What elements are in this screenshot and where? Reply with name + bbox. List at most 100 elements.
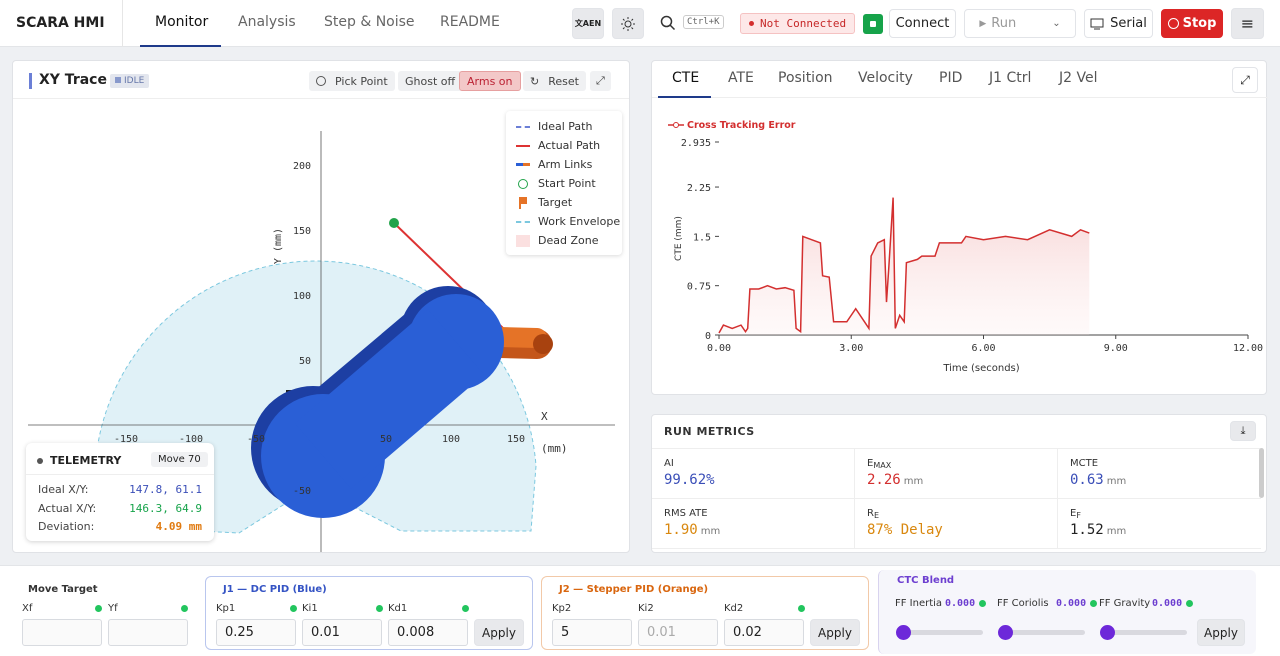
- theme-button[interactable]: [612, 8, 644, 39]
- slider-thumb[interactable]: [998, 625, 1013, 640]
- y-tick-label: 0: [705, 331, 711, 342]
- y-tick-label: 1.5: [693, 232, 711, 243]
- metric-label-text: RMS ATE: [664, 508, 708, 519]
- x-tick-label: 12.00: [1233, 343, 1263, 354]
- chart-tabs: CTE ATE Position Velocity PID J1 Ctrl J2 Vel: [652, 61, 1268, 98]
- scrollbar: [1259, 448, 1264, 498]
- x-tick-label: 3.00: [839, 343, 863, 354]
- run-button[interactable]: ▶ Run ⌄: [964, 9, 1076, 38]
- x-tick-label: 150: [507, 434, 525, 445]
- tab-underline: [140, 45, 221, 47]
- download-button[interactable]: ⤓: [1230, 421, 1256, 441]
- slider-thumb[interactable]: [896, 625, 911, 640]
- panel-title: XY Trace: [39, 72, 107, 88]
- telemetry-value: 146.3, 64.9: [129, 502, 202, 515]
- x-tick-label: -50: [247, 434, 265, 445]
- legend-item: Dead Zone: [516, 234, 598, 247]
- tab-underline: [658, 96, 711, 98]
- metric-label: AI: [664, 458, 674, 469]
- field-value: 0.000: [945, 598, 976, 609]
- field-value: 0.000: [1152, 598, 1183, 609]
- chart-tab[interactable]: Velocity: [858, 70, 913, 86]
- status-dot: [1186, 600, 1193, 607]
- connect-button[interactable]: Connect: [889, 9, 956, 38]
- y-tick-label: 2.25: [687, 183, 711, 194]
- header: SCARA HMI Monitor Analysis Step & Noise …: [0, 0, 1280, 47]
- x-tick-label: 0.00: [707, 343, 731, 354]
- metric-number: 99.62%: [664, 472, 715, 488]
- field-label: Xf: [22, 603, 33, 614]
- y-tick-label: 0.75: [687, 282, 711, 293]
- metric-cell: EMAX 2.26 mm: [855, 449, 1058, 499]
- apply-button[interactable]: Apply: [474, 619, 524, 646]
- metric-number: 87% Delay: [867, 522, 943, 538]
- arms-button[interactable]: Arms on: [459, 71, 521, 91]
- kp1-input[interactable]: 0.25: [216, 619, 296, 646]
- chart-tab[interactable]: J1 Ctrl: [989, 70, 1032, 86]
- language-button[interactable]: 文A EN: [572, 8, 604, 39]
- serial-button[interactable]: Serial: [1084, 9, 1153, 38]
- metric-label-text: R: [867, 508, 874, 519]
- stop-button[interactable]: Stop: [1161, 9, 1223, 38]
- button-text: Pick Point: [335, 74, 388, 88]
- legend: Ideal Path Actual Path Arm Links Start P…: [506, 111, 622, 255]
- kd1-input[interactable]: 0.008: [388, 619, 468, 646]
- search-hint: Ctrl+K: [683, 15, 724, 29]
- xy-plot: -150 -100 -50 50 100 150 200 150 100 50 -50 -100 X (m…: [28, 131, 615, 552]
- group-title: CTC Blend: [897, 575, 955, 586]
- controls-bar: Move Target Xf Yf J1 — DC PID (Blue) Kp1…: [0, 565, 1280, 656]
- ki2-input[interactable]: 0.01: [638, 619, 718, 646]
- slider-thumb[interactable]: [1100, 625, 1115, 640]
- slider-track: [1005, 630, 1085, 635]
- state-badge: IDLE: [110, 74, 150, 88]
- metric-label: EF: [1070, 508, 1081, 520]
- tab[interactable]: README: [440, 14, 500, 30]
- metric-unit: mm: [1106, 476, 1127, 487]
- reset-button[interactable]: ↻ Reset: [523, 71, 586, 91]
- kp2-input[interactable]: 5: [552, 619, 632, 646]
- expand-button[interactable]: ⤢: [590, 71, 611, 91]
- field-label: Kp1: [216, 603, 236, 614]
- ki1-input[interactable]: 0.01: [302, 619, 382, 646]
- field-label: Ki2: [638, 603, 654, 614]
- legend-text: Dead Zone: [538, 234, 599, 247]
- metric-unit: mm: [700, 526, 721, 537]
- chart-tab[interactable]: CTE: [672, 70, 700, 86]
- menu-button[interactable]: ≡: [1231, 8, 1264, 39]
- legend-text: Ideal Path: [538, 120, 593, 133]
- group-title: Move Target: [28, 584, 98, 595]
- divider: [13, 98, 629, 99]
- legend-text: Actual Path: [538, 139, 601, 152]
- expand-button[interactable]: ⤢: [1232, 67, 1258, 93]
- metric-cell: AI 99.62%: [652, 449, 855, 499]
- tab[interactable]: Step & Noise: [324, 14, 415, 30]
- tab[interactable]: Monitor: [155, 14, 209, 30]
- ghost-button[interactable]: Ghost off: [398, 71, 463, 91]
- x-axis-unit: (mm): [541, 442, 568, 455]
- xf-input[interactable]: [22, 619, 102, 646]
- chart-tab[interactable]: PID: [939, 70, 963, 86]
- apply-button[interactable]: Apply: [1197, 619, 1245, 646]
- status-dot: [979, 600, 986, 607]
- apply-button[interactable]: Apply: [810, 619, 860, 646]
- x-axis-label: Time (seconds): [942, 363, 1019, 374]
- search-icon[interactable]: [660, 15, 676, 31]
- group-title: J1 — DC PID (Blue): [223, 584, 327, 595]
- metric-number: 2.26: [867, 472, 901, 488]
- legend-item: Ideal Path: [516, 120, 592, 133]
- y-tick-label: 150: [293, 226, 311, 237]
- x-tick-label: 100: [442, 434, 460, 445]
- cte-line: [718, 197, 1090, 334]
- tab[interactable]: Analysis: [238, 14, 296, 30]
- chart-tab[interactable]: ATE: [728, 70, 754, 86]
- slider-track: [1107, 630, 1187, 635]
- metric-label-sub: E: [873, 511, 880, 520]
- x-tick-label: 6.00: [971, 343, 995, 354]
- pick-point-button[interactable]: Pick Point: [309, 71, 395, 91]
- chart-tab[interactable]: J2 Vel: [1059, 70, 1098, 86]
- legend-text: Start Point: [538, 177, 596, 190]
- chart-tab[interactable]: Position: [778, 70, 833, 86]
- legend-text: Cross Tracking Error: [687, 120, 796, 131]
- yf-input[interactable]: [108, 619, 188, 646]
- kd2-input[interactable]: 0.02: [724, 619, 804, 646]
